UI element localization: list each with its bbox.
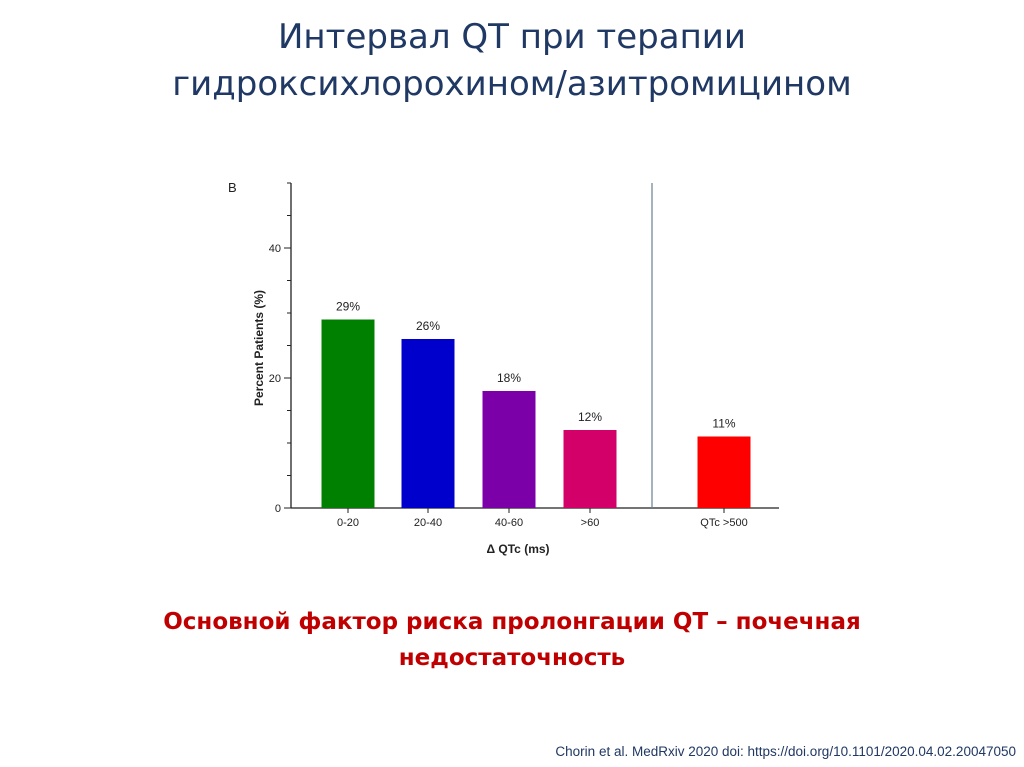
bar (697, 436, 751, 508)
y-axis-title: Percent Patients (%) (252, 290, 266, 406)
panel-label: B (228, 180, 237, 195)
bar (401, 339, 455, 508)
x-tick-label: QTc >500 (700, 517, 747, 529)
x-tick-label: 40-60 (495, 517, 523, 529)
bar-data-label: 18% (497, 371, 521, 385)
citation: Chorin et al. MedRxiv 2020 doi: https://… (555, 744, 1016, 759)
bar-chart: B Percent Patients (%) Δ QTc (ms) 0 20 40 0… (228, 180, 779, 556)
x-tick-label: >60 (581, 517, 600, 529)
y-tick-label: 0 (275, 503, 281, 515)
x-tick-label: 20-40 (414, 517, 442, 529)
slide-title-line-1: Интервал QT при терапии (278, 17, 746, 57)
conclusion-text: Основной фактор риска пролонгации QT – п… (163, 609, 861, 671)
bar-data-label: 12% (578, 410, 602, 424)
bar (321, 319, 375, 508)
slide-title: Интервал QT при терапии гидроксихлорохин… (0, 14, 1024, 108)
y-tick-label: 40 (269, 243, 281, 255)
bar (563, 430, 617, 508)
bar-data-label: 11% (712, 417, 735, 431)
bar-data-label: 29% (336, 300, 360, 314)
bar (482, 391, 536, 508)
bar-data-label: 26% (416, 319, 440, 333)
slide-title-line-2: гидроксихлорохином/азитромицином (172, 64, 852, 104)
x-tick-label: 0-20 (337, 517, 359, 529)
y-tick-label: 20 (269, 373, 281, 385)
x-axis-title: Δ QTc (ms) (486, 542, 549, 556)
